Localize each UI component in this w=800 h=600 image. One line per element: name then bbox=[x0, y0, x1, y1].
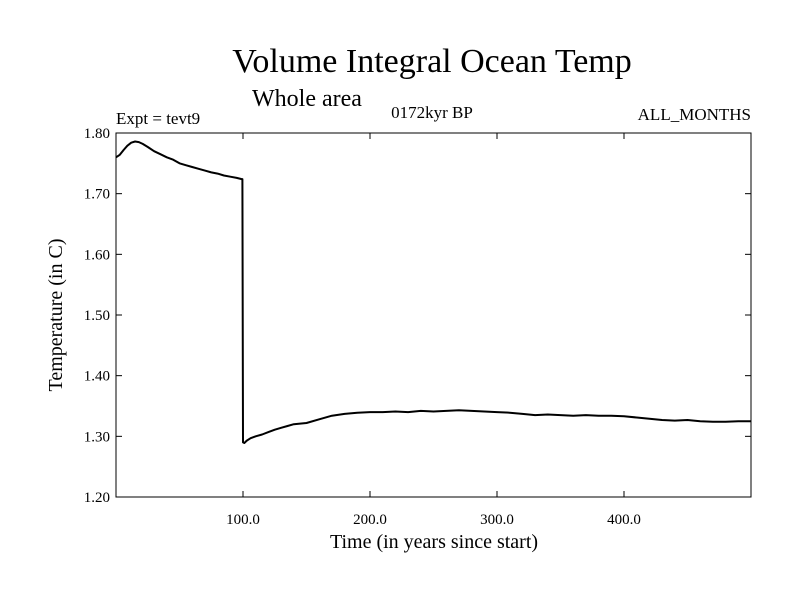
y-tick-label: 1.20 bbox=[84, 490, 110, 506]
x-axis-label: Time (in years since start) bbox=[330, 531, 538, 553]
period-label: 0172kyr BP bbox=[391, 103, 473, 122]
y-axis: 1.20 1.30 1.40 1.50 1.60 1.70 1.80 bbox=[84, 126, 751, 506]
chart-subtitle: Whole area bbox=[252, 86, 362, 112]
y-axis-label: Temperature (in C) bbox=[45, 239, 67, 392]
y-tick-label: 1.80 bbox=[84, 126, 110, 142]
y-tick-label: 1.60 bbox=[84, 247, 110, 263]
x-tick-label: 300.0 bbox=[480, 512, 514, 528]
y-tick-label: 1.30 bbox=[84, 429, 110, 445]
x-axis: 100.0 200.0 300.0 400.0 bbox=[226, 133, 641, 528]
x-tick-label: 200.0 bbox=[353, 512, 387, 528]
y-tick-label: 1.70 bbox=[84, 187, 110, 203]
y-tick-label: 1.50 bbox=[84, 308, 110, 324]
experiment-label: Expt = tevt9 bbox=[116, 109, 200, 128]
x-tick-label: 400.0 bbox=[607, 512, 641, 528]
months-label: ALL_MONTHS bbox=[638, 105, 751, 124]
y-tick-label: 1.40 bbox=[84, 369, 110, 385]
chart-title: Volume Integral Ocean Temp bbox=[232, 43, 632, 80]
plot-frame bbox=[115, 132, 752, 498]
x-tick-label: 100.0 bbox=[226, 512, 260, 528]
temperature-series-line bbox=[115, 140, 751, 444]
